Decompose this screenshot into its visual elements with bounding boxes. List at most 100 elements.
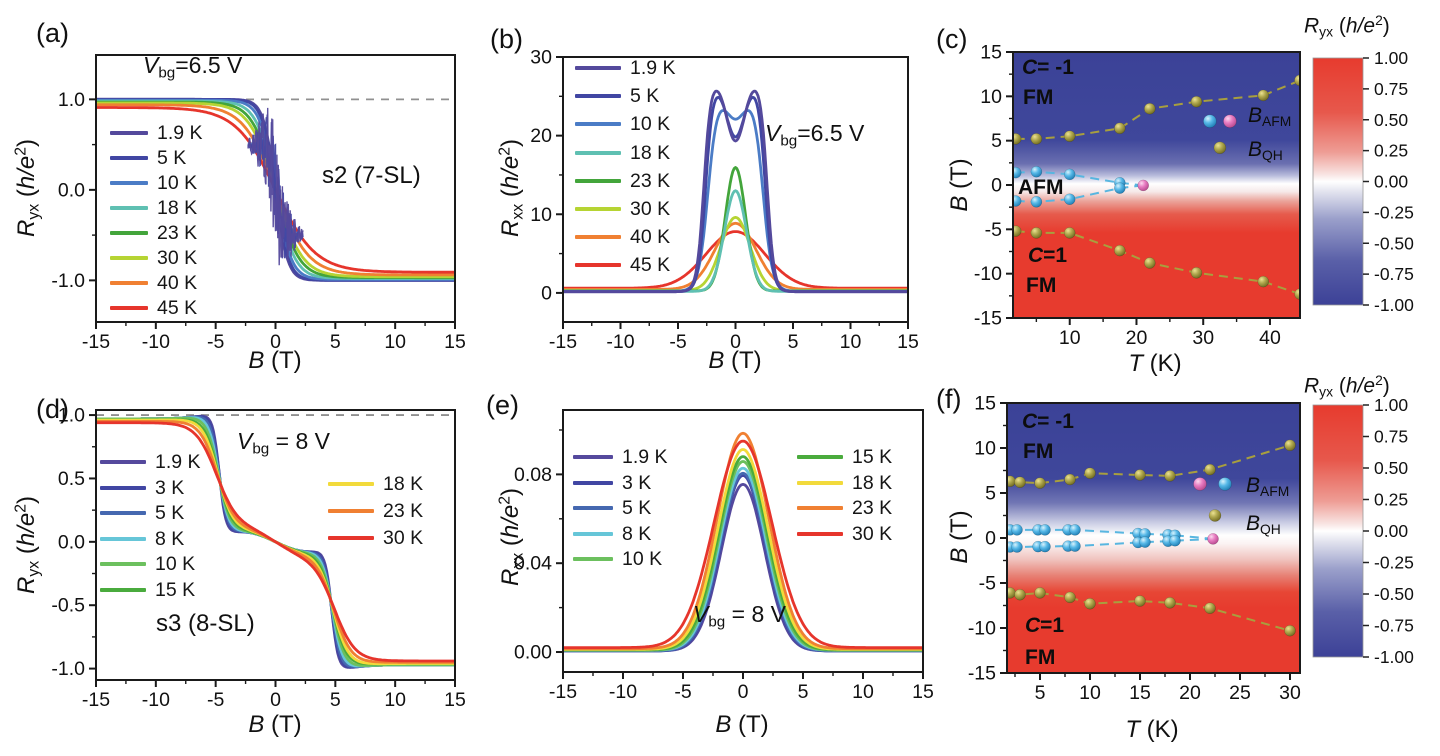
label-fragment: bg [708,613,726,631]
panel-d-plot: -15 -10 -5 0 5 10 15 1.0 0.5 0.0 -0.5 -1.0 [51,405,466,711]
y-tick-label: 10 [980,86,1002,108]
bqh-point [1084,597,1096,610]
panel-c-chern-top-label: C= -1 [1022,56,1074,80]
legend-label: 3 K [155,476,185,499]
x-tick-label: 0 [270,331,281,353]
bqh-point [1144,257,1156,269]
panel-f-chern-bottom-label: C=1 [1025,614,1064,638]
bqh-point [1134,469,1146,481]
label-fragment: C [1028,244,1044,267]
label-fragment: xx [509,203,527,220]
label-fragment: R [1304,374,1320,398]
legend-a-item-45K: 45 K [110,298,197,318]
legend-swatch-line [797,531,843,536]
x-tick-label: 30 [1192,327,1214,349]
label-fragment: 2 [1375,372,1383,388]
y-tick-label: -1.0 [51,270,85,292]
panel-b-y-axis-label: Rxx (h/e2) [496,139,527,237]
bafm-point [1011,541,1023,553]
legend-swatch-line [797,455,843,459]
series-curve-1.9K [563,89,908,294]
legend-label: 30 K [383,527,424,549]
legend-b-item-30K: 30 K [575,199,670,219]
colorbar-tick-label: 1.00 [1374,395,1408,415]
legend-swatch-line [100,485,146,490]
legend-label: 1.9 K [155,451,201,473]
x-tick-label: 5 [330,689,341,711]
y-tick-label: 0.00 [514,642,552,664]
panel-f-bafm-label: BAFM [1246,474,1289,499]
legend-swatch-line [797,506,843,511]
curves [96,414,455,669]
label-fragment: FM [1023,440,1054,463]
legend-swatch-line [110,256,148,260]
label-fragment: B [1246,474,1261,497]
legend-label: 10 K [630,113,671,136]
bafm-upper-boundary [1015,170,1144,187]
label-fragment: B [715,711,732,738]
label-fragment: (K) [1143,350,1182,377]
legend-label: 5 K [630,85,660,108]
x-tick-label: 20 [1179,682,1201,704]
panel-f-y-axis-label: B (T) [946,510,974,563]
legend-label: 3 K [622,471,652,494]
bafm-endpoint [1207,533,1219,545]
label-fragment: =6.5 V [797,120,865,146]
label-fragment: (T) [724,347,762,374]
x-tick-label: 5 [1035,682,1046,704]
panel-b-gate-annotation: Vbg=6.5 V [765,120,864,149]
panel-d-y-axis-label: Ryx (h/e2) [12,496,43,594]
y-tick-label: -0.5 [51,595,85,617]
x-tick-label: -5 [207,331,224,353]
label-fragment: C [1022,56,1038,79]
series-curve-30K [563,439,923,650]
bafm-point [1039,524,1051,536]
colorbar-tick-label: 0.25 [1374,141,1408,161]
panel-d-tag: (d) [36,394,69,424]
label-fragment: = 8 V [725,601,786,627]
y-tick-label: -5 [985,219,1002,241]
y-tick-label: -1.0 [51,658,85,680]
legend-a-item-10K: 10 K [110,173,197,193]
x-tick-label: -15 [82,331,110,353]
label-fragment: xx [509,552,527,569]
panel-e-plot: -15 -10 -5 0 5 10 15 0.00 0.04 0.08 [514,409,934,703]
legend-b-item-5K: 5 K [575,86,659,106]
label-fragment: T [1128,350,1143,377]
label-fragment: ( [497,538,525,553]
label-fragment: B [946,195,973,212]
y-tick-label: 5 [991,130,1002,152]
label-fragment: h/e [497,155,525,190]
panel-e-y-axis-label: Rxx (h/e2) [496,488,527,586]
legend-d-item-1.9K: 1.9 K [100,452,201,472]
legend-e-item-15K: 15 K [797,447,892,467]
legend-label: 10 K [157,172,198,194]
legend-swatch-line [575,263,621,268]
panel-c-tag: (c) [936,24,968,54]
label-fragment: h/e [13,512,41,547]
axes: 10 20 30 40 15 10 5 0 -5 -10 -15 [974,42,1301,349]
x-tick-label: -10 [609,681,637,703]
label-fragment: = -1 [1037,410,1074,433]
legend-label: 1.9 K [622,446,668,468]
legend-a-item-23K: 23 K [110,223,197,243]
panel-d-sample-label: s3 (8-SL) [156,610,255,637]
legend-gold-sphere [1213,141,1227,155]
panel-e-tag: (e) [486,390,519,420]
colorbar-tick-label: -1.00 [1374,647,1414,667]
panel-a-gate-annotation: Vbg=6.5 V [143,52,242,81]
label-fragment: (T) [946,510,973,548]
y-tick-label: 30 [530,47,552,69]
bafm-point [1039,540,1051,553]
legend-label: 40 K [630,226,671,249]
label-fragment: C [1022,410,1038,433]
label-fragment: (T) [731,711,769,738]
panel-a-x-axis-label: B (T) [248,347,301,375]
panel-c-fm-top-label: FM [1023,86,1053,110]
phase-heatmap [1007,403,1300,673]
y-tick-label: 0.5 [58,468,85,490]
legend-label: 30 K [157,247,198,269]
panel-a-sample-label: s2 (7-SL) [322,162,421,189]
panel-c-fm-bottom-label: FM [1026,274,1056,298]
label-fragment: 2 [496,495,514,505]
